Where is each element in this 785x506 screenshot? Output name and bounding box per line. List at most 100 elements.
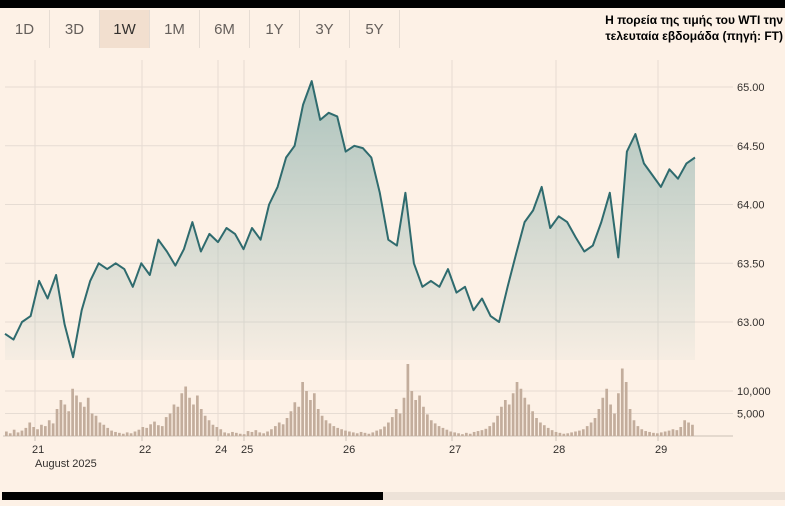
- volume-bar: [507, 404, 511, 436]
- volume-bar: [414, 400, 418, 436]
- volume-bar: [558, 432, 562, 436]
- volume-bar: [445, 429, 449, 436]
- volume-bar: [667, 430, 671, 436]
- tab-3d[interactable]: 3D: [50, 10, 100, 48]
- volume-bar: [683, 420, 687, 436]
- volume-bar: [196, 395, 199, 436]
- volume-bar: [519, 388, 523, 436]
- volume-bar: [476, 431, 480, 436]
- volume-bar: [527, 404, 531, 436]
- volume-bar: [609, 404, 612, 436]
- volume-bar: [387, 422, 390, 436]
- volume-bar: [531, 411, 534, 436]
- volume-bar: [273, 426, 277, 436]
- date-tick-label: 25: [241, 444, 253, 456]
- volume-bar: [640, 429, 644, 436]
- volume-bar: [562, 433, 566, 436]
- volume-bar: [636, 426, 640, 436]
- volume-bar: [180, 393, 184, 436]
- scrollbar-thumb[interactable]: [2, 492, 383, 500]
- volume-bar: [344, 430, 347, 436]
- volume-bar: [86, 397, 90, 436]
- volume-bar: [235, 432, 238, 436]
- volume-bar: [118, 432, 121, 436]
- volume-bar: [219, 429, 223, 436]
- volume-bar: [488, 426, 492, 436]
- price-chart[interactable]: 65.00 64.50 64.00 63.50 63.00 10,000 5,000 21…: [0, 0, 785, 490]
- volume-bar: [227, 433, 230, 436]
- volume-bar: [51, 423, 55, 436]
- volume-bar: [500, 406, 503, 436]
- volume-bar: [106, 427, 110, 436]
- volume-bar: [153, 421, 156, 436]
- volume-bar: [149, 424, 152, 436]
- volume-bar: [320, 415, 324, 436]
- volume-bar: [472, 431, 476, 436]
- tab-1y[interactable]: 1Y: [250, 10, 300, 48]
- scrollbar-track[interactable]: [383, 492, 785, 500]
- volume-bar: [137, 429, 141, 436]
- volume-bar: [581, 429, 585, 436]
- price-tick-label: 64.00: [737, 200, 765, 212]
- volume-bar: [351, 432, 355, 436]
- volume-bar: [624, 382, 628, 436]
- volume-bar: [663, 431, 667, 436]
- volume-bar: [12, 429, 16, 436]
- date-axis: 21 22 24 25 26 27 28 29: [32, 436, 667, 456]
- volume-bar: [192, 404, 195, 436]
- top-rule: [0, 0, 785, 8]
- volume-bar: [620, 368, 624, 436]
- volume-bar: [277, 422, 281, 436]
- volume-bar: [659, 432, 663, 436]
- volume-bar: [188, 397, 191, 436]
- volume-bar: [379, 429, 382, 436]
- volume-bars: [5, 364, 694, 436]
- volume-bar: [437, 426, 441, 436]
- volume-bar: [258, 432, 262, 436]
- tab-1m[interactable]: 1M: [150, 10, 200, 48]
- volume-bar: [484, 428, 488, 436]
- volume-bar: [71, 388, 74, 436]
- volume-tick-label: 5,000: [737, 409, 765, 421]
- tab-1w[interactable]: 1W: [100, 10, 150, 48]
- volume-bar: [679, 427, 683, 436]
- volume-bar: [20, 430, 24, 436]
- tab-5y[interactable]: 5Y: [350, 10, 400, 48]
- volume-bar: [422, 406, 425, 436]
- volume-bar: [168, 413, 172, 436]
- volume-bar: [43, 426, 47, 436]
- volume-bar: [157, 425, 160, 436]
- tab-1d[interactable]: 1D: [0, 10, 50, 48]
- date-tick-label: 28: [553, 444, 565, 456]
- volume-bar: [503, 400, 507, 436]
- volume-bar: [121, 433, 125, 436]
- volume-bar: [332, 426, 336, 436]
- volume-bar: [312, 393, 316, 436]
- volume-bar: [129, 433, 133, 436]
- volume-bar: [390, 417, 394, 436]
- month-label: August 2025: [35, 458, 97, 470]
- volume-bar: [585, 426, 589, 436]
- price-tick-label: 64.50: [737, 141, 765, 153]
- volume-bar: [601, 397, 605, 436]
- volume-bar: [281, 424, 285, 436]
- volume-bar: [238, 433, 242, 436]
- tab-3y[interactable]: 3Y: [300, 10, 350, 48]
- price-tick-label: 63.50: [737, 258, 765, 270]
- volume-bar: [410, 391, 414, 436]
- volume-bar: [340, 429, 343, 436]
- volume-bar: [648, 431, 651, 436]
- volume-bar: [433, 423, 437, 436]
- volume-bar: [145, 427, 149, 436]
- volume-bar: [125, 432, 129, 436]
- volume-bar: [16, 432, 20, 436]
- volume-bar: [301, 382, 304, 436]
- volume-tick-label: 10,000: [737, 386, 771, 398]
- volume-bar: [671, 429, 675, 436]
- tab-6m[interactable]: 6M: [200, 10, 250, 48]
- volume-bar: [687, 422, 690, 436]
- volume-bar: [8, 433, 12, 436]
- date-tick-label: 21: [32, 444, 44, 456]
- volume-bar: [75, 395, 78, 436]
- volume-bar: [554, 431, 558, 436]
